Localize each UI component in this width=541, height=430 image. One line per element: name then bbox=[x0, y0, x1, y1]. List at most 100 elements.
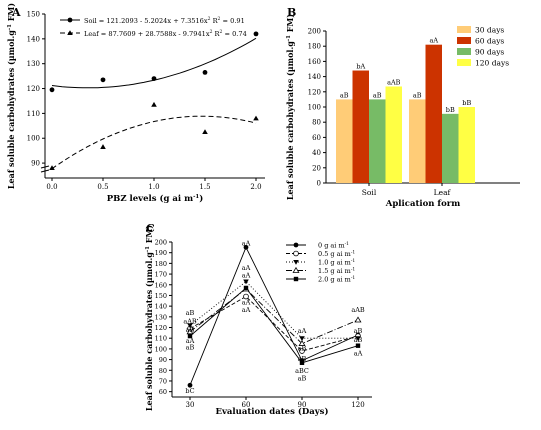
panel-c: C 60 70 80 90 100 110 120 130 140 150 160 170 180 190… bbox=[144, 222, 372, 417]
legend-label: 90 days bbox=[475, 48, 504, 57]
y-tick-label: 100 bbox=[27, 135, 40, 143]
significance-label: aB bbox=[298, 344, 307, 352]
y-tick-label: 60 bbox=[159, 388, 167, 396]
point-leaf bbox=[49, 165, 55, 171]
legend-leaf-marker bbox=[67, 30, 73, 35]
panel-c-legend: 0 g ai m-10.5 g ai m-11.0 g ai m-11.5 g … bbox=[286, 241, 355, 284]
panel-b-x-ticks: Soil Leaf bbox=[362, 183, 452, 197]
series-point-2 bbox=[355, 336, 361, 342]
y-tick-label: 80 bbox=[159, 367, 167, 375]
bar-leaf-60-days bbox=[425, 44, 442, 184]
point-soil bbox=[100, 77, 106, 83]
significance-label: aBC bbox=[295, 367, 309, 375]
y-tick-label: 90 bbox=[31, 160, 40, 168]
series-point-2 bbox=[187, 323, 193, 329]
y-tick-label: 90 bbox=[159, 356, 167, 364]
y-tick-label: 160 bbox=[308, 58, 321, 66]
legend-label: 0.5 g ai m-1 bbox=[318, 250, 355, 259]
bar-leaf-30-days bbox=[409, 99, 426, 183]
panel-a-y-label: Leaf soluble carbohydrates (µmol.g-1 FM) bbox=[6, 3, 16, 189]
x-tick-label: 0.0 bbox=[46, 183, 57, 191]
panel-b-y-ticks: 0 20 40 60 80 100 120 140 160 180 200 bbox=[308, 28, 326, 188]
series-point-4 bbox=[187, 333, 193, 339]
y-tick-label: 40 bbox=[312, 149, 321, 157]
y-tick-label: 100 bbox=[308, 104, 321, 112]
y-tick-label: 150 bbox=[27, 11, 40, 19]
legend-swatch bbox=[457, 37, 471, 44]
legend-swatch bbox=[457, 26, 471, 33]
y-tick-label: 140 bbox=[155, 303, 167, 311]
series-point-3 bbox=[354, 316, 362, 323]
legend-soil-marker bbox=[67, 17, 73, 23]
x-tick-label: 90 bbox=[298, 401, 307, 409]
series-line-2 bbox=[189, 280, 358, 339]
significance-label: aA bbox=[242, 306, 251, 314]
significance-label: aB bbox=[298, 374, 307, 382]
panel-b-y-label: Leaf soluble carbohydrates (µmol.g-1 FM) bbox=[285, 14, 295, 200]
series-point-1 bbox=[243, 293, 249, 300]
legend-soil-equation: Soil = 121.2093 - 5.2024x + 7.3516x2 R2 … bbox=[84, 16, 245, 25]
significance-label: aAB bbox=[183, 318, 197, 326]
y-tick-label: 100 bbox=[155, 345, 167, 353]
bar-leaf-90-days bbox=[442, 113, 459, 183]
legend-label: 1.5 g ai m-1 bbox=[318, 267, 355, 276]
y-tick-label: 150 bbox=[155, 292, 167, 300]
point-leaf bbox=[202, 129, 208, 135]
significance-label: aB bbox=[298, 355, 307, 363]
panel-c-points bbox=[186, 244, 362, 388]
bar-soil-90-days bbox=[369, 99, 386, 183]
bar-label: aA bbox=[429, 37, 438, 45]
panel-c-y-ticks: 60 70 80 90 100 110 120 130 140 150 160 170 180 190 20… bbox=[155, 239, 172, 396]
y-tick-label: 130 bbox=[27, 60, 40, 68]
x-tick-label: 1.5 bbox=[199, 183, 210, 191]
y-tick-label: 170 bbox=[155, 271, 167, 279]
significance-label: aB bbox=[186, 309, 195, 317]
x-tick-label: Leaf bbox=[434, 188, 452, 197]
bar-label: bA bbox=[356, 63, 365, 71]
x-tick-label: 60 bbox=[242, 401, 251, 409]
y-tick-label: 140 bbox=[308, 73, 321, 81]
significance-label: bC bbox=[185, 387, 194, 395]
series-point-0 bbox=[243, 244, 249, 250]
y-tick-label: 60 bbox=[312, 134, 321, 142]
bar-label: aB bbox=[373, 91, 382, 99]
bar-soil-60-days bbox=[352, 70, 369, 183]
x-tick-label: 2.0 bbox=[250, 183, 261, 191]
panel-b-bars: aB bA aB aAB aB aA bB bB bbox=[336, 37, 475, 184]
series-point-4 bbox=[355, 343, 361, 348]
legend-swatch bbox=[457, 59, 471, 66]
point-soil bbox=[49, 87, 55, 93]
y-tick-label: 130 bbox=[155, 313, 167, 321]
significance-label: aAB bbox=[351, 306, 365, 314]
significance-label: aB bbox=[354, 336, 363, 344]
legend-label: 120 days bbox=[475, 59, 509, 68]
panel-a-x-label: PBZ levels (g ai m-1) bbox=[107, 193, 203, 204]
significance-label: aA bbox=[242, 240, 251, 248]
legend-leaf-equation: Leaf = 87.7609 + 28.7588x - 9.7941x2 R2 … bbox=[84, 29, 247, 38]
significance-label: aA bbox=[186, 337, 195, 345]
panel-a: A 90 100 110 120 130 140 150 0.0 0.5 1.0 1.5 2.0 S… bbox=[6, 3, 265, 204]
significance-label: aB bbox=[186, 343, 195, 351]
y-tick-label: 190 bbox=[155, 249, 167, 257]
bar-label: aAB bbox=[387, 78, 401, 86]
series-line-0 bbox=[189, 246, 359, 386]
bar-soil-30-days bbox=[336, 99, 353, 183]
significance-label: aA bbox=[242, 298, 251, 306]
panel-c-x-label: Evaluation dates (Days) bbox=[216, 406, 329, 417]
panel-a-label: A bbox=[11, 6, 21, 19]
series-point-1 bbox=[299, 348, 305, 354]
bar-label: aB bbox=[413, 91, 422, 99]
significance-label: aA bbox=[298, 327, 307, 335]
x-tick-label: Soil bbox=[362, 188, 377, 197]
panel-a-y-ticks: 90 100 110 120 130 140 150 bbox=[27, 11, 45, 168]
bar-label: bB bbox=[446, 106, 455, 114]
legend-label: 30 days bbox=[475, 26, 504, 35]
y-tick-label: 200 bbox=[155, 239, 167, 247]
x-tick-label: 0.5 bbox=[97, 183, 108, 191]
x-tick-label: 30 bbox=[186, 401, 195, 409]
y-tick-label: 110 bbox=[155, 335, 167, 343]
series-point-2 bbox=[243, 279, 249, 285]
series-point-3 bbox=[186, 328, 194, 335]
panel-a-x-ticks: 0.0 0.5 1.0 1.5 2.0 bbox=[46, 178, 262, 191]
